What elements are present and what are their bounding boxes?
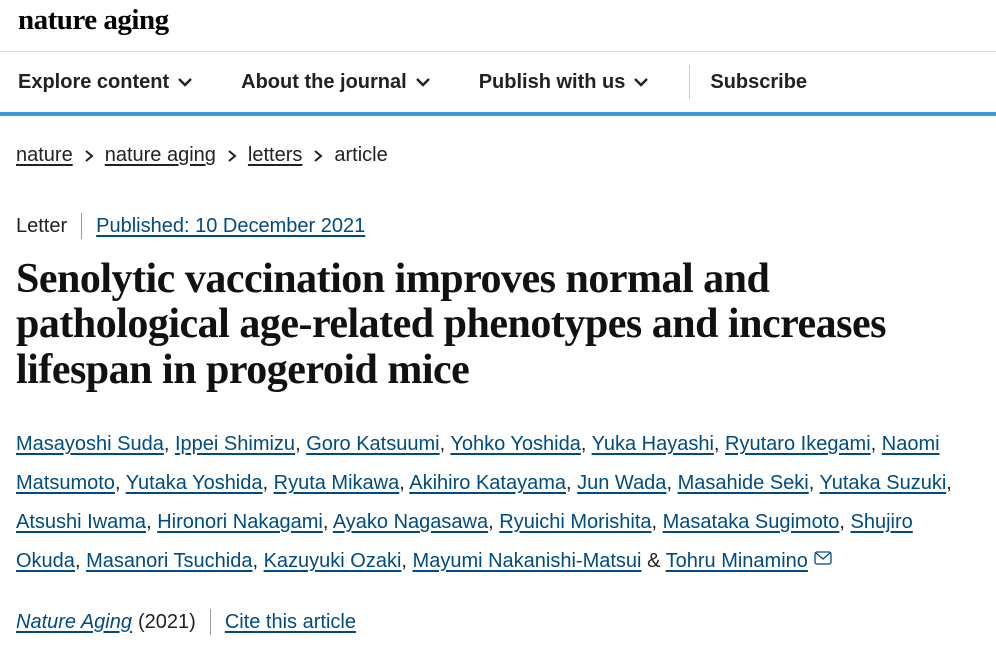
article-title: Senolytic vaccination improves normal an… bbox=[16, 257, 980, 393]
nav-about-journal[interactable]: About the journal bbox=[241, 71, 431, 94]
journal-name-link[interactable]: Nature Aging bbox=[16, 611, 132, 634]
author-link[interactable]: Goro Katsuumi bbox=[306, 433, 439, 455]
author-link[interactable]: Masayoshi Suda bbox=[16, 433, 164, 455]
author-link[interactable]: Masataka Sugimoto bbox=[663, 511, 840, 533]
author-link[interactable]: Yohko Yoshida bbox=[450, 433, 581, 455]
author-link[interactable]: Ryuichi Morishita bbox=[499, 511, 651, 533]
nav-subscribe[interactable]: Subscribe bbox=[710, 71, 807, 94]
author-link[interactable]: Kazuyuki Ozaki bbox=[264, 550, 402, 572]
nav-explore-content[interactable]: Explore content bbox=[18, 71, 193, 94]
nav-publish-with-us[interactable]: Publish with us bbox=[479, 71, 650, 94]
breadcrumb-link[interactable]: nature aging bbox=[105, 144, 216, 167]
article-meta: Letter Published: 10 December 2021 bbox=[16, 213, 980, 239]
author-link[interactable]: Akihiro Katayama bbox=[409, 472, 566, 494]
journal-year: (2021) bbox=[138, 611, 196, 634]
nav-label: Subscribe bbox=[710, 71, 807, 94]
nav-divider bbox=[689, 65, 690, 99]
journal-logo[interactable]: nature aging bbox=[18, 4, 978, 37]
chevron-right-icon bbox=[83, 150, 95, 162]
chevron-down-icon bbox=[177, 74, 193, 90]
chevron-right-icon bbox=[226, 150, 238, 162]
published-date-link[interactable]: Published: 10 December 2021 bbox=[96, 215, 365, 238]
nav-label: Publish with us bbox=[479, 71, 626, 94]
breadcrumb-link[interactable]: nature bbox=[16, 144, 73, 167]
journal-reference: Nature Aging (2021) Cite this article bbox=[16, 609, 980, 635]
breadcrumb-link[interactable]: letters bbox=[248, 144, 302, 167]
article-type: Letter bbox=[16, 215, 67, 238]
ref-divider bbox=[210, 609, 211, 635]
author-list: Masayoshi Suda, Ippei Shimizu, Goro Kats… bbox=[16, 425, 980, 581]
author-link[interactable]: Masahide Seki bbox=[678, 472, 809, 494]
mail-icon[interactable] bbox=[814, 551, 832, 565]
author-link[interactable]: Masanori Tsuchida bbox=[86, 550, 252, 572]
breadcrumb: nature nature aging letters article bbox=[16, 144, 980, 167]
header-bar: nature aging bbox=[0, 0, 996, 52]
nav-label: Explore content bbox=[18, 71, 169, 94]
author-link[interactable]: Tohru Minamino bbox=[666, 550, 808, 572]
author-link[interactable]: Yuka Hayashi bbox=[592, 433, 714, 455]
cite-article-link[interactable]: Cite this article bbox=[225, 611, 356, 634]
chevron-down-icon bbox=[633, 74, 649, 90]
author-link[interactable]: Hironori Nakagami bbox=[157, 511, 323, 533]
breadcrumb-current: article bbox=[334, 144, 387, 167]
author-link[interactable]: Ippei Shimizu bbox=[175, 433, 295, 455]
author-link[interactable]: Yutaka Suzuki bbox=[820, 472, 947, 494]
author-link[interactable]: Jun Wada bbox=[577, 472, 666, 494]
author-link[interactable]: Atsushi Iwama bbox=[16, 511, 146, 533]
meta-divider bbox=[81, 213, 82, 239]
author-link[interactable]: Ayako Nagasawa bbox=[333, 511, 488, 533]
article-content: nature nature aging letters article Letter … bbox=[0, 116, 996, 645]
main-nav: Explore content About the journal Publis… bbox=[0, 52, 996, 116]
author-link[interactable]: Ryutaro Ikegami bbox=[725, 433, 871, 455]
chevron-down-icon bbox=[415, 74, 431, 90]
author-link[interactable]: Mayumi Nakanishi-Matsui bbox=[413, 550, 642, 572]
chevron-right-icon bbox=[312, 150, 324, 162]
author-link[interactable]: Yutaka Yoshida bbox=[126, 472, 263, 494]
author-link[interactable]: Ryuta Mikawa bbox=[274, 472, 400, 494]
nav-label: About the journal bbox=[241, 71, 407, 94]
